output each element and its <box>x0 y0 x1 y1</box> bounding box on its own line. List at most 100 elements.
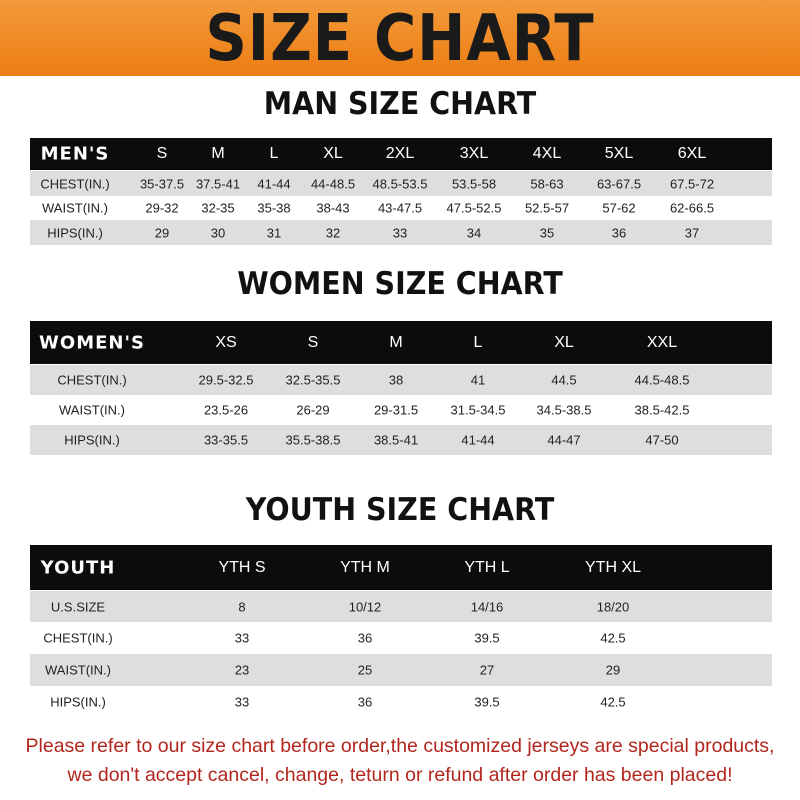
measurement-cell: 8 <box>238 599 246 614</box>
measurement-cell: 18/20 <box>596 599 630 614</box>
row-label: HIPS(IN.) <box>47 225 103 240</box>
measurement-cell: 43-47.5 <box>377 200 423 216</box>
measurement-cell: 36 <box>611 225 627 240</box>
measurement-cell: 47.5-52.5 <box>446 200 502 216</box>
measurement-cell: 62-66.5 <box>669 200 715 216</box>
men-size-header: M <box>211 145 225 162</box>
footer-notice-line-2: we don't accept cancel, change, teturn o… <box>67 764 733 786</box>
row-label: U.S.SIZE <box>50 599 106 614</box>
men-table-row: WAIST(IN.) 29-32 32-35 35-38 38-43 43-47.5 47.… <box>30 196 772 220</box>
women-size-header: L <box>473 333 483 351</box>
men-size-header: L <box>269 145 279 162</box>
measurement-cell: 34 <box>466 225 482 240</box>
measurement-cell: 26-29 <box>296 402 330 418</box>
men-table-row: HIPS(IN.) 29 30 31 32 33 34 35 36 37 <box>30 220 772 245</box>
row-label: CHEST(IN.) <box>40 176 110 191</box>
measurement-cell: 10/12 <box>348 599 382 614</box>
measurement-cell: 38.5-41 <box>373 432 419 448</box>
measurement-cell: 34.5-38.5 <box>536 402 592 418</box>
youth-table-row: CHEST(IN.) 33 36 39.5 42.5 <box>30 622 772 654</box>
measurement-cell: 44-48.5 <box>310 176 356 191</box>
measurement-cell: 29.5-32.5 <box>198 372 254 388</box>
women-size-header: XS <box>215 333 237 351</box>
men-size-header: XL <box>323 145 343 162</box>
men-size-header: 4XL <box>532 145 562 162</box>
measurement-cell: 36 <box>357 694 373 710</box>
measurement-cell: 41-44 <box>257 176 291 191</box>
measurement-cell: 32-35 <box>201 200 235 216</box>
measurement-cell: 33 <box>392 225 408 240</box>
measurement-cell: 38-43 <box>316 200 350 216</box>
measurement-cell: 42.5 <box>600 694 626 710</box>
measurement-cell: 42.5 <box>600 630 626 646</box>
row-label: CHEST(IN.) <box>43 630 113 646</box>
measurement-cell: 39.5 <box>474 694 500 710</box>
men-size-header: 6XL <box>677 145 707 162</box>
youth-table-label: YOUTH <box>40 557 116 578</box>
measurement-cell: 29 <box>605 662 621 678</box>
row-label: WAIST(IN.) <box>45 662 111 678</box>
men-header-row: MEN'S S M L XL 2XL 3XL 4XL 5XL 6XL <box>30 138 772 170</box>
row-label: HIPS(IN.) <box>64 432 120 448</box>
women-table-row: HIPS(IN.) 33-35.5 35.5-38.5 38.5-41 41-44 44-… <box>30 425 772 455</box>
row-label: HIPS(IN.) <box>50 694 106 710</box>
measurement-cell: 47-50 <box>645 432 679 448</box>
measurement-cell: 38.5-42.5 <box>634 402 690 418</box>
measurement-cell: 32.5-35.5 <box>285 372 341 388</box>
measurement-cell: 35.5-38.5 <box>285 432 341 448</box>
measurement-cell: 29-32 <box>145 200 179 216</box>
measurement-cell: 52.5-57 <box>524 200 570 216</box>
measurement-cell: 30 <box>210 225 226 240</box>
measurement-cell: 37.5-41 <box>195 176 241 191</box>
youth-size-header: YTH M <box>340 558 390 576</box>
measurement-cell: 35-38 <box>257 200 291 216</box>
measurement-cell: 33 <box>234 694 250 710</box>
banner-title: SIZE CHART <box>205 2 595 76</box>
measurement-cell: 31.5-34.5 <box>450 402 506 418</box>
youth-size-header: YTH L <box>464 558 510 576</box>
men-size-header: 2XL <box>385 145 415 162</box>
women-size-header: M <box>389 333 403 351</box>
measurement-cell: 57-62 <box>602 200 636 216</box>
youth-size-header: YTH S <box>218 558 266 576</box>
row-label: WAIST(IN.) <box>59 402 125 418</box>
youth-size-header: YTH XL <box>584 558 642 576</box>
measurement-cell: 39.5 <box>474 630 500 646</box>
measurement-cell: 36 <box>357 630 373 646</box>
banner: SIZE CHART <box>0 0 800 76</box>
women-table-label: WOMEN'S <box>39 332 145 353</box>
measurement-cell: 41 <box>470 372 486 388</box>
women-header-row: WOMEN'S XS S M L XL XXL <box>30 321 772 364</box>
men-size-header: 3XL <box>459 145 489 162</box>
measurement-cell: 31 <box>266 225 282 240</box>
measurement-cell: 32 <box>325 225 341 240</box>
youth-section-title: YOUTH SIZE CHART <box>245 492 555 528</box>
youth-header-row: YOUTH YTH S YTH M YTH L YTH XL <box>30 545 772 590</box>
measurement-cell: 58-63 <box>530 176 564 191</box>
measurement-cell: 35-37.5 <box>139 176 185 191</box>
measurement-cell: 48.5-53.5 <box>372 176 428 191</box>
men-table-label: MEN'S <box>40 143 110 165</box>
measurement-cell: 44-47 <box>547 432 581 448</box>
measurement-cell: 35 <box>539 225 555 240</box>
measurement-cell: 44.5-48.5 <box>634 372 690 388</box>
measurement-cell: 33-35.5 <box>203 432 249 448</box>
men-table-row: CHEST(IN.) 35-37.5 37.5-41 41-44 44-48.5 48.5… <box>30 171 772 196</box>
women-size-header: XL <box>554 333 574 351</box>
measurement-cell: 27 <box>479 662 495 678</box>
measurement-cell: 33 <box>234 630 250 646</box>
women-section-title: WOMEN SIZE CHART <box>237 266 563 302</box>
measurement-cell: 29 <box>154 225 170 240</box>
men-size-header: S <box>156 145 168 162</box>
measurement-cell: 23.5-26 <box>203 402 249 418</box>
row-label: CHEST(IN.) <box>57 372 127 388</box>
measurement-cell: 14/16 <box>470 599 504 614</box>
footer-notice-line-1: Please refer to our size chart before or… <box>25 735 775 757</box>
measurement-cell: 41-44 <box>461 432 495 448</box>
measurement-cell: 25 <box>357 662 373 678</box>
youth-table-row: U.S.SIZE 8 10/12 14/16 18/20 <box>30 591 772 622</box>
youth-table-row: WAIST(IN.) 23 25 27 29 <box>30 654 772 686</box>
row-label: WAIST(IN.) <box>42 200 108 216</box>
measurement-cell: 37 <box>684 225 700 240</box>
youth-table-row: HIPS(IN.) 33 36 39.5 42.5 <box>30 686 772 718</box>
